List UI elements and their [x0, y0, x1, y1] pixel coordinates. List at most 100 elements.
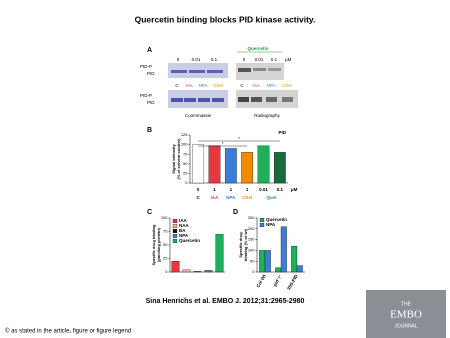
y-tick-label: 50	[250, 258, 255, 263]
panel-label: A	[147, 47, 152, 54]
y-tick-label: 0	[165, 269, 168, 274]
title: Quercetin binding blocks PID kinase acti…	[135, 14, 316, 24]
group-label: NPA	[226, 195, 236, 200]
legend-label: NPA	[266, 222, 276, 227]
conc: 0.01	[192, 57, 201, 62]
legend-swatch	[172, 234, 178, 238]
y-tick-label: 200	[248, 226, 255, 231]
x-tick-label: 0.1	[277, 187, 284, 192]
star: *	[238, 136, 240, 141]
band	[238, 97, 249, 102]
y-tick-label: 75	[163, 229, 168, 234]
logo-box	[366, 290, 446, 338]
x-tick-label: 0	[197, 187, 200, 192]
row-label: PID-P	[140, 64, 152, 69]
band	[184, 98, 196, 102]
legend-label: IAA	[179, 218, 188, 223]
bar	[291, 245, 298, 273]
bar	[224, 148, 237, 184]
legend-label: NPA	[179, 233, 189, 238]
y-tick-label: 50	[163, 242, 168, 247]
bar	[257, 145, 270, 184]
x-tick-label: 0.01	[259, 187, 268, 192]
conc: 0.1	[211, 57, 218, 62]
group-label: IAA	[211, 195, 220, 200]
lane: NPA	[267, 83, 276, 88]
x-tick-label: 1	[213, 187, 216, 192]
legend-swatch	[172, 229, 178, 233]
y-tick-label: 0	[252, 269, 255, 274]
x-tick-label: 1	[246, 187, 249, 192]
band	[212, 98, 224, 102]
y-tick-label: 75	[183, 151, 188, 156]
x-tick-label: Col Wt	[255, 273, 267, 288]
logo-text: EMBO	[390, 309, 422, 321]
legend-label: BA	[179, 228, 186, 233]
bar	[275, 267, 282, 273]
y-axis-label: (pmol/mg protein)	[156, 227, 161, 262]
bar	[193, 271, 202, 273]
bar	[264, 250, 271, 273]
bar	[182, 269, 191, 273]
annotation: PID	[278, 130, 286, 135]
panel-label: D	[233, 209, 238, 216]
conc: 0	[177, 57, 180, 62]
band	[253, 68, 266, 71]
y-tick-label: 250	[248, 215, 255, 220]
y-tick-label: 100	[181, 142, 188, 147]
unit: µM	[285, 57, 292, 62]
y-tick-label: 100	[161, 215, 168, 220]
legend-swatch	[259, 218, 265, 222]
bar	[208, 145, 221, 184]
caption: Coommassie	[185, 113, 212, 118]
band	[198, 98, 210, 102]
band	[251, 97, 262, 102]
bar	[171, 261, 180, 273]
group-label: Chel	[242, 195, 252, 200]
legend-swatch	[259, 223, 265, 227]
bar	[296, 265, 303, 273]
bar	[204, 270, 213, 273]
panel-label: B	[147, 127, 152, 134]
row-label: PID	[147, 100, 155, 105]
logo-text: THE	[401, 301, 412, 307]
star: *	[222, 141, 224, 146]
bar	[241, 152, 254, 184]
conc: 0	[243, 57, 246, 62]
x-tick-label: 35S:PID	[286, 273, 299, 291]
y-axis-label: Specific drug binding	[151, 224, 156, 265]
band	[238, 68, 251, 72]
caption: Radiography	[254, 113, 280, 118]
logo-text: JOURNAL	[394, 323, 418, 329]
bar	[192, 144, 205, 184]
y-axis-label: binding (% of wt)	[243, 228, 248, 261]
lane: Chel	[213, 83, 222, 88]
group-label: Quer	[266, 195, 277, 200]
panel-label: C	[147, 209, 152, 216]
logo: THE EMBO JOURNAL	[366, 290, 446, 338]
legend-label: Quercetin	[266, 217, 287, 222]
bar	[273, 152, 286, 184]
legend-swatch	[172, 219, 178, 223]
y-tick-label: 125	[181, 132, 188, 137]
lane: IAA	[252, 83, 259, 88]
legend-label: Quercetin	[179, 238, 200, 243]
band	[266, 97, 277, 102]
band	[189, 70, 205, 73]
band	[282, 97, 293, 102]
gel	[236, 63, 284, 80]
legend-swatch	[172, 224, 178, 228]
bar	[215, 234, 224, 273]
panel-a: A Quercetin 0 0.01 0.1 0 0.01 0.1 µM PID…	[140, 46, 298, 118]
y-tick-label: 25	[183, 170, 188, 175]
band	[171, 98, 183, 102]
y-tick-label: 0	[185, 180, 188, 185]
x-tick-label: pid⁻/⁻	[272, 273, 283, 287]
row-label: PID-P	[140, 93, 152, 98]
bar	[259, 250, 266, 273]
band	[207, 70, 223, 73]
y-axis-label: Signal intensity	[171, 143, 176, 173]
conc: 0.01	[255, 57, 264, 62]
legend-label: NAA	[179, 223, 189, 228]
lane: Chel	[282, 83, 291, 88]
